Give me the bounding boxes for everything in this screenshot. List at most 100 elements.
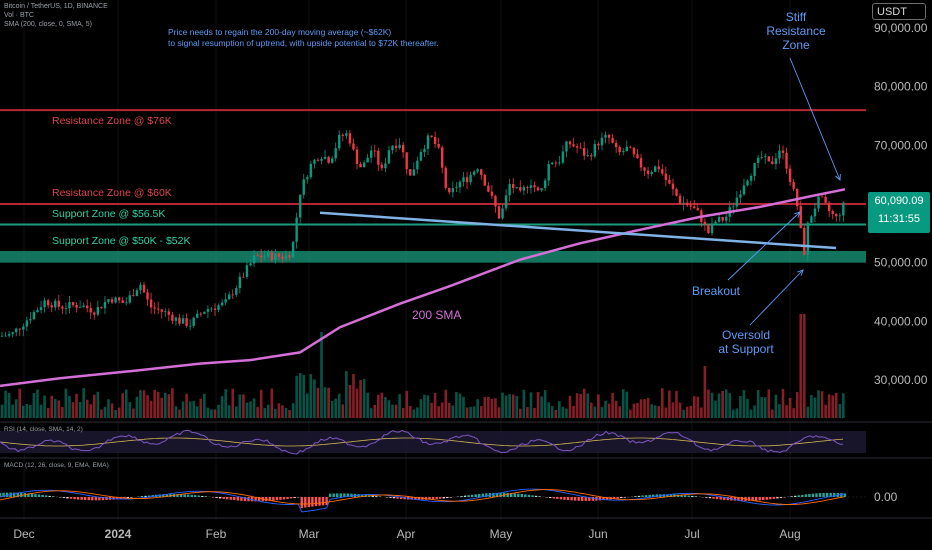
volume-bar	[327, 387, 330, 418]
volume-bar	[579, 393, 582, 418]
volume-bar	[689, 405, 692, 418]
macd-histogram-bar	[559, 497, 563, 500]
volume-bar	[440, 402, 444, 418]
macd-histogram-bar	[2, 492, 5, 497]
volume-bar	[483, 397, 487, 418]
volume-bar	[451, 405, 455, 418]
candle-body	[167, 311, 171, 315]
candle-body	[82, 305, 85, 307]
macd-histogram-bar	[250, 497, 254, 502]
volume-bar	[156, 391, 160, 418]
candle-body	[401, 144, 405, 153]
volume-bar	[22, 405, 25, 418]
candle-body	[117, 297, 121, 301]
candle-body	[228, 294, 231, 300]
volume-bar	[806, 406, 810, 418]
macd-histogram-bar	[815, 493, 818, 497]
volume-bar	[554, 409, 558, 418]
candle-body	[547, 164, 550, 181]
candle-body	[756, 157, 760, 164]
macd-histogram-bar	[754, 497, 758, 501]
macd-histogram-bar	[236, 497, 240, 501]
candle-body	[796, 188, 799, 207]
macd-histogram-bar	[27, 493, 30, 497]
candle-body	[604, 134, 607, 138]
volume-bar	[245, 402, 249, 418]
candle-body	[348, 133, 352, 144]
volume-bar	[348, 385, 352, 418]
candle-body	[7, 333, 11, 336]
volume-bar	[242, 394, 245, 418]
analysis-note: Price needs to regain the 200-day moving…	[168, 27, 498, 49]
resistance-line: Resistance	[766, 24, 826, 38]
sma-200-line	[0, 188, 846, 388]
volume-bar	[192, 400, 195, 418]
candle-body	[519, 187, 522, 191]
candle-body	[501, 208, 504, 219]
macd-histogram-bar	[520, 493, 524, 497]
volume-bar	[568, 395, 572, 418]
candle-body	[380, 164, 384, 169]
candle-body	[717, 217, 721, 222]
volume-bar	[671, 402, 675, 418]
candle-body	[188, 325, 192, 327]
volume-bar	[103, 406, 107, 418]
candle-body	[242, 276, 245, 278]
volume-bar	[82, 388, 85, 418]
volume-bar	[171, 388, 174, 418]
candle-body	[760, 157, 763, 158]
candle-body	[270, 252, 273, 260]
macd-histogram-bar	[41, 494, 44, 497]
bar-countdown: 11:31:55	[877, 213, 920, 225]
candle-body	[224, 299, 227, 303]
candle-body	[419, 152, 423, 161]
macd-histogram-bar	[435, 497, 438, 500]
candle-body	[139, 284, 142, 291]
macd-histogram-bar	[616, 497, 619, 499]
volume-bar	[89, 404, 93, 418]
candle-body	[764, 156, 767, 158]
macd-histogram-bar	[197, 495, 200, 497]
volume-bar	[391, 404, 394, 418]
volume-bar	[373, 404, 377, 418]
macd-histogram-bar	[286, 497, 289, 499]
volume-bar	[281, 405, 284, 418]
macd-histogram-bar	[449, 497, 453, 498]
volume-bar	[231, 388, 235, 418]
macd-histogram-bar	[641, 495, 644, 497]
candle-body	[792, 182, 795, 189]
candle-body	[803, 227, 806, 255]
candle-body	[295, 217, 298, 242]
candle-body	[558, 162, 561, 164]
macd-histogram-bar	[683, 495, 687, 497]
candle-body	[707, 224, 710, 234]
volume-bar	[146, 395, 149, 418]
candle-body	[668, 179, 671, 184]
volume-bar	[110, 403, 114, 418]
volume-bar	[124, 389, 128, 418]
volume-bar	[678, 402, 682, 418]
breakout-arrow	[727, 211, 801, 281]
volume-bar	[455, 392, 458, 418]
currency-selector[interactable]: USDT	[872, 3, 926, 20]
volume-bar	[11, 404, 14, 418]
oversold-line: Oversold	[721, 328, 771, 342]
candle-body	[309, 163, 313, 178]
macd-histogram-bar	[257, 497, 261, 502]
volume-bar	[739, 396, 742, 418]
volume-bar	[164, 392, 167, 418]
candle-body	[430, 135, 433, 138]
candle-body	[774, 158, 778, 164]
candle-body	[643, 167, 646, 171]
macd-histogram-bar	[371, 495, 374, 497]
candle-body	[568, 141, 572, 145]
volume-bar	[827, 394, 831, 418]
time-tick-label: Jun	[588, 527, 607, 541]
volume-bar	[259, 389, 263, 418]
macd-histogram-bar	[272, 497, 275, 501]
volume-bar	[838, 404, 842, 418]
macd-histogram-bar	[843, 493, 847, 497]
volume-bar	[71, 402, 75, 418]
candle-body	[302, 179, 305, 195]
macd-histogram-bar	[307, 497, 311, 508]
